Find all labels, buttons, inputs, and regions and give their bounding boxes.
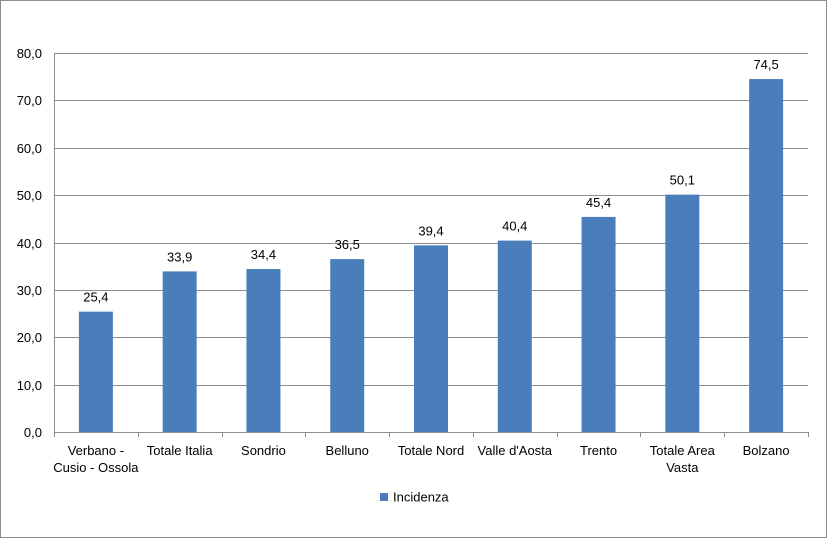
data-label: 50,1 [670,173,695,188]
category-label-line: Trento [580,443,617,458]
bar [78,311,113,432]
bar [581,216,616,432]
category-label: Valle d'Aosta [478,443,553,458]
category-label: Bolzano [743,443,790,458]
data-label: 34,4 [251,247,276,262]
y-tick-label: 80,0 [17,46,42,61]
bar [246,269,281,432]
data-label: 25,4 [83,290,108,305]
category-label-line: Valle d'Aosta [478,443,553,458]
legend-swatch [380,493,388,501]
y-tick-label: 70,0 [17,93,42,108]
category-label: Totale Italia [147,443,214,458]
data-label: 39,4 [418,223,443,238]
y-tick-label: 60,0 [17,141,42,156]
category-label: Totale Area Vasta [650,443,716,475]
category-label-line: Cusio - Ossola [53,460,139,475]
data-label: 40,4 [502,219,527,234]
category-label-line: Verbano - [68,443,124,458]
legend: Incidenza [380,490,449,505]
category-label: Totale Nord [398,443,464,458]
bar [330,259,365,432]
data-label: 45,4 [586,195,611,210]
bars [78,79,784,433]
bar [162,271,197,432]
category-label: Verbano - Cusio - Ossola [53,443,139,475]
data-labels: 25,4 33,9 34,4 36,5 39,4 40,4 45,4 50,1 74,5 [83,57,779,305]
x-axis [54,53,809,437]
data-label: 36,5 [335,237,360,252]
category-label: Trento [580,443,617,458]
data-label: 74,5 [753,57,778,72]
category-label-line: Bolzano [743,443,790,458]
y-axis-tick-labels: 0,0 10,0 20,0 30,0 40,0 50,0 60,0 70,0 80,0 [17,46,42,440]
legend-label: Incidenza [393,490,449,505]
bar [749,79,784,433]
y-tick-label: 0,0 [24,425,42,440]
category-label-line: Belluno [326,443,369,458]
bar [665,194,700,432]
y-tick-label: 40,0 [17,236,42,251]
category-label-line: Sondrio [241,443,286,458]
data-label: 33,9 [167,249,192,264]
category-label-line: Vasta [666,460,699,475]
bar [497,240,532,432]
x-axis-category-labels: Verbano - Cusio - Ossola Totale Italia Sond… [53,443,789,475]
category-label-line: Totale Nord [398,443,464,458]
bar [414,245,448,432]
category-label-line: Totale Italia [147,443,214,458]
y-tick-label: 20,0 [17,330,42,345]
category-label: Belluno [326,443,369,458]
category-label-line: Totale Area [650,443,716,458]
y-tick-label: 30,0 [17,283,42,298]
y-tick-label: 10,0 [17,378,42,393]
category-label: Sondrio [241,443,286,458]
y-tick-label: 50,0 [17,188,42,203]
